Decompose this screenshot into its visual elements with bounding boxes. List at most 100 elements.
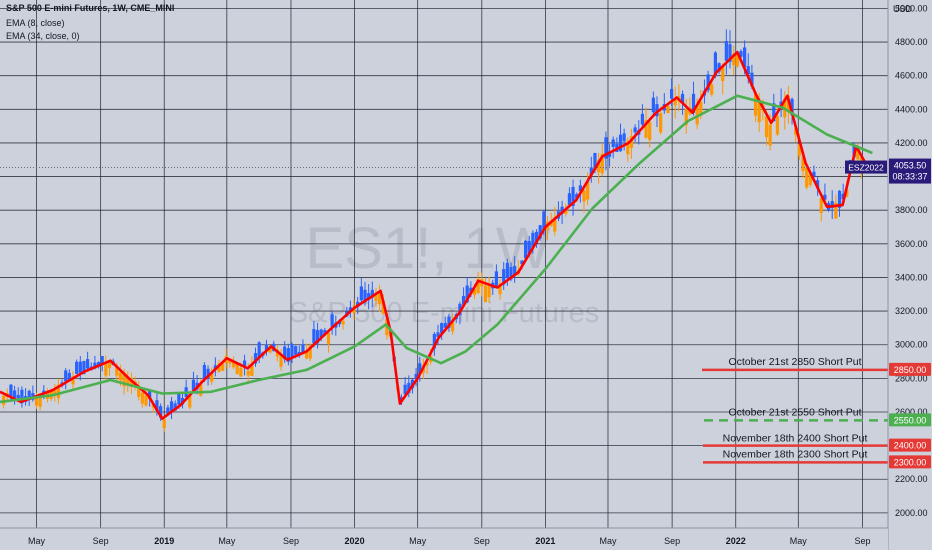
candle-body — [772, 103, 776, 122]
candle-body — [721, 66, 725, 82]
candle-body — [166, 407, 170, 415]
candle-body — [597, 159, 601, 173]
candle-body — [717, 63, 721, 72]
candle-body — [126, 377, 130, 386]
candle-body — [794, 128, 798, 135]
candle-body — [67, 372, 71, 380]
price-tick-label: 3400.00 — [895, 272, 928, 282]
candle-body — [443, 322, 447, 328]
candle-body — [312, 329, 316, 344]
time-axis: May Sep 2019 May Sep 2020 May Sep 2021 May Sep 2022… — [0, 527, 888, 550]
candle-body — [447, 316, 451, 328]
time-tick-label: Sep — [854, 536, 870, 546]
candle-body — [531, 232, 535, 249]
time-tick-label: May — [409, 536, 427, 546]
candle-body — [78, 361, 82, 373]
candle-body — [618, 134, 623, 152]
ticker-label: ESZ2022 — [848, 163, 884, 173]
candle-body — [155, 400, 159, 412]
candle-body — [797, 144, 801, 156]
candle-body — [228, 359, 232, 364]
candle-body — [483, 285, 488, 303]
candle-body — [768, 124, 772, 146]
candle-body — [129, 377, 134, 388]
candle-body — [513, 265, 517, 276]
candle-body — [538, 225, 542, 239]
candle-body — [626, 140, 630, 155]
candle-body — [290, 344, 294, 357]
candle-body — [64, 370, 68, 382]
candle-body — [684, 108, 688, 126]
candle-body — [764, 116, 769, 138]
price-tick-label: 2800.00 — [895, 373, 928, 383]
candle-body — [753, 93, 758, 116]
candle-body — [743, 47, 747, 68]
candle-body — [159, 406, 163, 418]
candle-body — [604, 137, 608, 159]
candle-body — [823, 194, 827, 200]
price-tick-label: 4200.00 — [895, 138, 928, 148]
candle-body — [93, 362, 97, 369]
candle-body — [476, 278, 480, 294]
candle-body — [326, 332, 331, 344]
candle-body — [75, 361, 79, 374]
candle-body — [253, 353, 258, 364]
candle-body — [107, 361, 112, 369]
time-tick-label: Sep — [664, 536, 680, 546]
candle-body — [655, 104, 659, 117]
candle-body — [199, 384, 203, 396]
price-tick-label: 3000.00 — [895, 340, 928, 350]
candle-body — [593, 152, 597, 170]
time-tick-label: May — [218, 536, 236, 546]
candle-body — [56, 384, 61, 399]
candle-body — [837, 190, 842, 208]
candle-body — [472, 289, 477, 295]
candle-body — [575, 194, 579, 199]
candle-body — [188, 395, 192, 408]
candle-body — [115, 367, 119, 376]
candle-body — [148, 390, 152, 399]
candle-body — [330, 314, 334, 327]
time-tick-label: May — [599, 536, 617, 546]
candle-body — [137, 385, 141, 397]
candle-body — [232, 361, 236, 368]
time-tick-label: 2022 — [726, 536, 746, 546]
candle-body — [169, 401, 174, 413]
candle-body — [315, 330, 320, 344]
candle-body — [691, 93, 696, 113]
candle-body — [374, 294, 378, 302]
level-price-badge — [889, 455, 931, 469]
candle-body — [739, 51, 743, 57]
price-tick-label: 2600.00 — [895, 407, 928, 417]
candle-body — [856, 147, 860, 160]
candle-body — [586, 181, 590, 200]
candle-body — [498, 283, 502, 295]
candle-body — [268, 348, 272, 353]
last-price-value: 4053.50 — [894, 161, 927, 171]
candle-body — [27, 390, 31, 400]
candle-body — [104, 363, 108, 376]
candle-body — [816, 180, 820, 189]
candle-body — [622, 133, 626, 142]
candle-body — [775, 116, 780, 135]
candle-body — [140, 392, 144, 404]
candle-body — [348, 307, 353, 312]
study-ema-8[interactable]: EMA (8, close) — [6, 18, 65, 28]
candle-body — [534, 231, 539, 244]
candle-body — [341, 320, 345, 325]
candle-body — [578, 185, 582, 192]
candle-body — [16, 395, 20, 399]
candle-body — [279, 355, 283, 367]
short-put-levels: October 21st 2850 Short Put October 21st … — [702, 356, 888, 464]
study-ema-34[interactable]: EMA (34, close, 0) — [6, 31, 80, 41]
candle-body — [264, 344, 269, 351]
level-label: October 21st 2850 Short Put — [728, 356, 861, 368]
candle-body — [812, 171, 816, 177]
candle-body — [553, 217, 557, 232]
candle-body — [436, 332, 440, 337]
candle-body — [202, 364, 207, 380]
